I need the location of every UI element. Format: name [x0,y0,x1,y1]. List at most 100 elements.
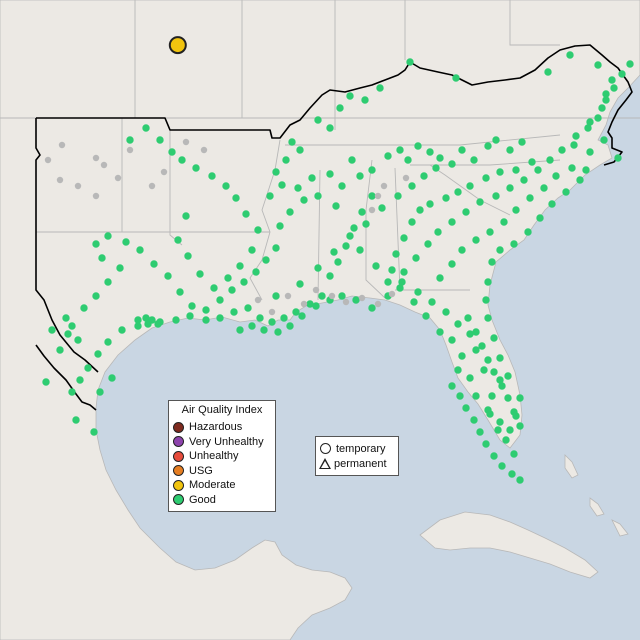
good-site-marker[interactable] [504,394,512,402]
good-site-marker[interactable] [424,240,432,248]
good-site-marker[interactable] [546,156,554,164]
good-site-marker[interactable] [252,268,260,276]
no-data-site-marker[interactable] [74,182,82,190]
good-site-marker[interactable] [594,61,602,69]
no-data-site-marker[interactable] [374,300,382,308]
good-site-marker[interactable] [490,452,498,460]
good-site-marker[interactable] [548,200,556,208]
good-site-marker[interactable] [456,392,464,400]
good-site-marker[interactable] [296,280,304,288]
good-site-marker[interactable] [528,158,536,166]
no-data-site-marker[interactable] [328,292,336,300]
good-site-marker[interactable] [254,226,262,234]
good-site-marker[interactable] [510,450,518,458]
good-site-marker[interactable] [172,316,180,324]
good-site-marker[interactable] [116,264,124,272]
good-site-marker[interactable] [466,182,474,190]
good-site-marker[interactable] [342,242,350,250]
good-site-marker[interactable] [448,160,456,168]
good-site-marker[interactable] [490,368,498,376]
good-site-marker[interactable] [406,58,414,66]
good-site-marker[interactable] [448,382,456,390]
good-site-marker[interactable] [338,182,346,190]
good-site-marker[interactable] [482,296,490,304]
no-data-site-marker[interactable] [402,174,410,182]
good-site-marker[interactable] [228,286,236,294]
good-site-marker[interactable] [288,138,296,146]
good-site-marker[interactable] [240,278,248,286]
good-site-marker[interactable] [512,166,520,174]
good-site-marker[interactable] [476,428,484,436]
good-site-marker[interactable] [176,288,184,296]
good-site-marker[interactable] [122,238,130,246]
good-site-marker[interactable] [484,142,492,150]
good-site-marker[interactable] [472,392,480,400]
good-site-marker[interactable] [274,328,282,336]
good-site-marker[interactable] [608,76,616,84]
good-site-marker[interactable] [182,212,190,220]
good-site-marker[interactable] [426,200,434,208]
good-site-marker[interactable] [80,304,88,312]
good-site-marker[interactable] [314,116,322,124]
good-site-marker[interactable] [436,274,444,282]
good-site-marker[interactable] [242,210,250,218]
no-data-site-marker[interactable] [200,146,208,154]
good-site-marker[interactable] [502,436,510,444]
good-site-marker[interactable] [108,374,116,382]
no-data-site-marker[interactable] [56,176,64,184]
good-site-marker[interactable] [416,206,424,214]
good-site-marker[interactable] [566,51,574,59]
good-site-marker[interactable] [398,278,406,286]
good-site-marker[interactable] [618,70,626,78]
good-site-marker[interactable] [248,322,256,330]
good-site-marker[interactable] [314,264,322,272]
good-site-marker[interactable] [410,298,418,306]
good-site-marker[interactable] [404,156,412,164]
good-site-marker[interactable] [452,74,460,82]
good-site-marker[interactable] [484,314,492,322]
good-site-marker[interactable] [186,312,194,320]
good-site-marker[interactable] [458,352,466,360]
good-site-marker[interactable] [368,192,376,200]
good-site-marker[interactable] [272,244,280,252]
good-site-marker[interactable] [488,392,496,400]
good-site-marker[interactable] [476,198,484,206]
good-site-marker[interactable] [466,374,474,382]
good-site-marker[interactable] [346,92,354,100]
good-site-marker[interactable] [184,252,192,260]
good-site-marker[interactable] [196,270,204,278]
good-site-marker[interactable] [74,336,82,344]
good-site-marker[interactable] [142,124,150,132]
good-site-marker[interactable] [594,114,602,122]
good-site-marker[interactable] [552,172,560,180]
good-site-marker[interactable] [210,284,218,292]
good-site-marker[interactable] [292,308,300,316]
good-site-marker[interactable] [582,166,590,174]
good-site-marker[interactable] [464,314,472,322]
good-site-marker[interactable] [600,136,608,144]
good-site-marker[interactable] [448,260,456,268]
good-site-marker[interactable] [478,342,486,350]
no-data-site-marker[interactable] [58,141,66,149]
good-site-marker[interactable] [356,246,364,254]
good-site-marker[interactable] [518,138,526,146]
good-site-marker[interactable] [396,146,404,154]
good-site-marker[interactable] [216,314,224,322]
good-site-marker[interactable] [462,208,470,216]
good-site-marker[interactable] [84,364,92,372]
good-site-marker[interactable] [178,156,186,164]
good-site-marker[interactable] [256,314,264,322]
good-site-marker[interactable] [164,272,172,280]
no-data-site-marker[interactable] [92,154,100,162]
good-site-marker[interactable] [118,326,126,334]
good-site-marker[interactable] [232,194,240,202]
good-site-marker[interactable] [414,288,422,296]
good-site-marker[interactable] [384,152,392,160]
good-site-marker[interactable] [516,394,524,402]
good-site-marker[interactable] [534,166,542,174]
good-site-marker[interactable] [486,228,494,236]
good-site-marker[interactable] [462,404,470,412]
good-site-marker[interactable] [236,326,244,334]
good-site-marker[interactable] [436,154,444,162]
good-site-marker[interactable] [224,274,232,282]
